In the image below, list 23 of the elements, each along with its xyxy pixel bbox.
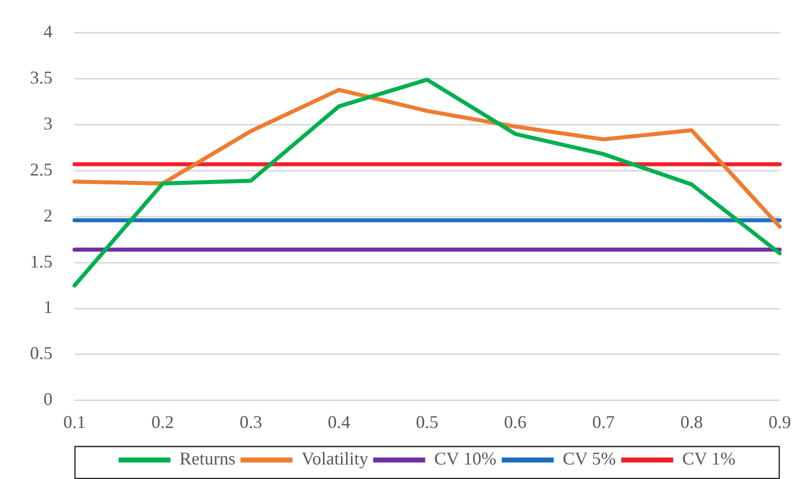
- x-tick-label: 0.8: [680, 412, 703, 432]
- x-tick-label: 0.2: [151, 412, 174, 432]
- x-tick-label: 0.3: [240, 412, 262, 432]
- y-tick-label: 4: [44, 22, 52, 42]
- y-tick-label: 1: [44, 297, 52, 318]
- legend-label: CV 1%: [682, 448, 736, 469]
- x-tick-label: 0.1: [63, 412, 86, 432]
- x-tick-label: 0.4: [328, 412, 350, 432]
- y-tick-label: 0.5: [30, 343, 52, 364]
- y-tick-label: 0: [44, 389, 52, 410]
- y-tick-label: 2.5: [30, 159, 52, 180]
- legend-label: Volatility: [302, 448, 368, 469]
- y-tick-label: 1.5: [30, 251, 52, 272]
- y-tick-label: 3: [44, 113, 52, 134]
- y-tick-label: 2: [44, 205, 52, 226]
- y-tick-label: 3.5: [30, 67, 52, 88]
- legend-label: CV 5%: [562, 448, 616, 469]
- x-tick-label: 0.9: [768, 412, 791, 432]
- x-tick-label: 0.5: [416, 412, 438, 432]
- x-tick-label: 0.7: [592, 412, 615, 432]
- legend-label: CV 10%: [434, 448, 496, 469]
- legend-label: Returns: [180, 448, 236, 469]
- x-tick-label: 0.6: [504, 412, 527, 432]
